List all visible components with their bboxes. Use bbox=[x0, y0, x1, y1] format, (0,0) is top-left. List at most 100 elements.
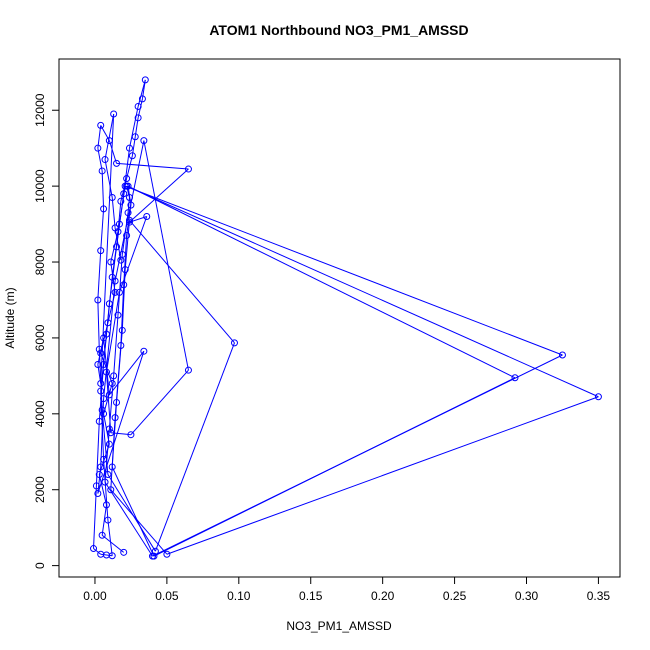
data-point bbox=[98, 406, 106, 414]
series-line-segment bbox=[97, 351, 145, 494]
data-point bbox=[120, 190, 128, 198]
data-point bbox=[121, 266, 129, 274]
data-point bbox=[134, 102, 142, 110]
data-point bbox=[111, 288, 119, 296]
data-point bbox=[124, 209, 132, 217]
data-point bbox=[125, 218, 133, 226]
data-point bbox=[97, 463, 105, 471]
series-line-segment bbox=[105, 372, 112, 433]
data-point bbox=[131, 133, 139, 141]
data-point bbox=[108, 552, 116, 560]
series-line-segment bbox=[137, 79, 146, 107]
data-point bbox=[105, 425, 113, 433]
x-tick-label: 0.10 bbox=[227, 589, 251, 603]
data-point bbox=[104, 471, 112, 479]
data-point bbox=[150, 552, 158, 560]
series-line-segment bbox=[110, 489, 168, 555]
series-line-segment bbox=[108, 140, 118, 164]
series-line-segment bbox=[154, 342, 235, 552]
x-tick-label: 0.20 bbox=[371, 589, 395, 603]
data-point bbox=[94, 360, 102, 368]
data-point bbox=[163, 550, 171, 558]
data-point bbox=[118, 326, 126, 334]
series-line-segment bbox=[166, 396, 599, 555]
data-point bbox=[107, 429, 115, 437]
series-line-segment bbox=[105, 292, 120, 373]
data-point bbox=[105, 440, 113, 448]
series-line-segment bbox=[101, 534, 125, 553]
data-point bbox=[111, 224, 119, 232]
data-point bbox=[113, 243, 121, 251]
data-point bbox=[113, 159, 121, 167]
series-line-segment bbox=[129, 219, 235, 344]
series-line-segment bbox=[126, 185, 599, 398]
data-point bbox=[108, 379, 116, 387]
data-point bbox=[94, 144, 102, 152]
data-point bbox=[115, 288, 123, 296]
data-point bbox=[113, 398, 121, 406]
y-tick-label: 4000 bbox=[33, 400, 47, 427]
data-point bbox=[558, 351, 566, 359]
series-line-segment bbox=[111, 197, 116, 228]
data-point bbox=[110, 372, 118, 380]
data-point bbox=[108, 194, 116, 202]
x-axis: 0.00 0.05 0.10 0.15 0.20 0.25 0.30 0.35 bbox=[83, 576, 610, 603]
series-line-segment bbox=[143, 140, 189, 371]
chart-title: ATOM1 Northbound NO3_PM1_AMSSD bbox=[209, 22, 468, 38]
series-line-segment bbox=[93, 548, 102, 555]
series-line-segment bbox=[111, 402, 118, 467]
data-point bbox=[184, 366, 192, 374]
series-line-segment bbox=[153, 377, 516, 557]
series-line-segment bbox=[97, 250, 102, 300]
data-point bbox=[123, 231, 131, 239]
series-line-segment bbox=[129, 168, 189, 223]
series-line-segment bbox=[103, 280, 116, 399]
data-point bbox=[125, 194, 133, 202]
data-point bbox=[102, 368, 110, 376]
data-point bbox=[97, 349, 105, 357]
data-point bbox=[97, 247, 105, 255]
series-line-segment bbox=[124, 185, 563, 356]
data-point bbox=[127, 201, 135, 209]
data-point bbox=[94, 490, 102, 498]
data-point bbox=[94, 296, 102, 304]
data-point bbox=[140, 137, 148, 145]
y-tick-label: 10000 bbox=[33, 169, 47, 203]
x-tick-label: 0.05 bbox=[155, 589, 179, 603]
series-line-segment bbox=[130, 369, 189, 436]
series-line-segment bbox=[126, 155, 133, 179]
series-line-segment bbox=[97, 148, 103, 172]
series-line-segment bbox=[104, 159, 113, 198]
series-line-segment bbox=[101, 504, 107, 536]
series-line-segment bbox=[97, 299, 100, 350]
data-point bbox=[104, 319, 112, 327]
data-point bbox=[105, 137, 113, 145]
series-line-segment bbox=[97, 125, 102, 149]
data-point bbox=[117, 197, 125, 205]
data-point bbox=[101, 478, 109, 486]
data-point bbox=[98, 167, 106, 175]
data-point bbox=[97, 379, 105, 387]
data-point bbox=[127, 431, 135, 439]
series-line-segment bbox=[113, 315, 119, 376]
data-point bbox=[141, 76, 149, 84]
series-line-segment bbox=[111, 466, 155, 557]
series-line-segment bbox=[111, 224, 120, 278]
data-point bbox=[125, 144, 133, 152]
series-line-segment bbox=[104, 113, 115, 160]
data-point bbox=[111, 277, 119, 285]
data-point bbox=[184, 165, 192, 173]
data-point bbox=[95, 417, 103, 425]
y-tick-label: 2000 bbox=[33, 476, 47, 503]
series-line-segment bbox=[100, 114, 115, 384]
series-line-segment bbox=[118, 216, 148, 293]
y-tick-label: 12000 bbox=[33, 93, 47, 127]
series-line-segment bbox=[117, 254, 123, 316]
data-point bbox=[120, 548, 128, 556]
data-point bbox=[138, 95, 146, 103]
y-tick-label: 6000 bbox=[33, 324, 47, 351]
series-line-segment bbox=[103, 459, 109, 521]
data-point bbox=[140, 347, 148, 355]
